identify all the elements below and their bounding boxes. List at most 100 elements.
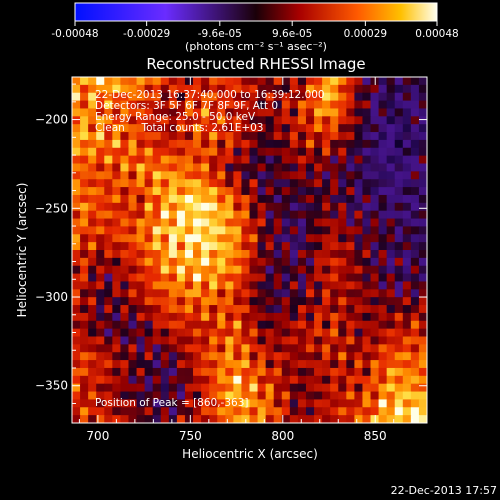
- heatmap-cell: [249, 336, 259, 345]
- heatmap-cell: [120, 171, 130, 180]
- heatmap-cell: [297, 77, 307, 86]
- heatmap-cell: [120, 77, 130, 86]
- heatmap-cell: [305, 399, 315, 408]
- heatmap-cell: [265, 100, 275, 110]
- heatmap-cell: [201, 218, 210, 228]
- heatmap-cell: [314, 163, 323, 172]
- heatmap-cell: [305, 194, 315, 204]
- heatmap-cell: [193, 210, 202, 220]
- heatmap-cell: [233, 77, 243, 86]
- heatmap-cell: [273, 108, 283, 117]
- heatmap-cell: [96, 179, 105, 188]
- heatmap-cell: [257, 108, 267, 117]
- heatmap-cell: [257, 375, 267, 385]
- x-tick-label: 800: [271, 429, 294, 443]
- heatmap-cell: [209, 132, 218, 141]
- heatmap-cell: [136, 100, 146, 110]
- heatmap-cell: [410, 147, 420, 157]
- heatmap-cell: [257, 265, 267, 275]
- heatmap-cell: [314, 234, 323, 243]
- heatmap-cell: [378, 281, 388, 290]
- heatmap-cell: [354, 391, 364, 401]
- heatmap-cell: [168, 312, 178, 322]
- heatmap-cell: [289, 132, 299, 141]
- heatmap-cell: [80, 84, 89, 94]
- heatmap-cell: [136, 226, 146, 235]
- heatmap-cell: [104, 344, 113, 353]
- heatmap-cell: [257, 155, 267, 165]
- heatmap-cell: [233, 273, 243, 283]
- heatmap-cell: [168, 163, 178, 172]
- heatmap-cell: [394, 265, 404, 275]
- heatmap-cell: [72, 163, 81, 172]
- heatmap-cell: [249, 328, 259, 338]
- heatmap-cell: [168, 289, 178, 298]
- colorbar-tick-label: -9.6e-05: [198, 28, 242, 40]
- heatmap-cell: [144, 375, 154, 385]
- heatmap-cell: [273, 407, 283, 416]
- heatmap-cell: [72, 265, 81, 275]
- heatmap-cell: [265, 328, 275, 338]
- heatmap-cell: [273, 163, 283, 172]
- heatmap-cell: [184, 360, 194, 369]
- heatmap-cell: [209, 297, 218, 306]
- heatmap-cell: [241, 391, 251, 401]
- heatmap-cell: [241, 407, 251, 416]
- heatmap-cell: [144, 194, 154, 204]
- heatmap-cell: [209, 218, 218, 228]
- heatmap-cell: [418, 100, 427, 110]
- heatmap-cell: [72, 77, 81, 86]
- heatmap-cell: [297, 108, 307, 117]
- heatmap-cell: [233, 383, 243, 393]
- heatmap-cell: [394, 250, 404, 259]
- heatmap-cell: [104, 415, 113, 423]
- heatmap-cell: [160, 344, 170, 353]
- heatmap-cell: [201, 84, 210, 94]
- heatmap-cell: [168, 108, 178, 117]
- annotation-detectors: Detectors: 3F 5F 6F 7F 8F 9F, Att 0: [95, 100, 278, 112]
- heatmap-cell: [354, 218, 364, 228]
- heatmap-cell: [386, 250, 396, 259]
- heatmap-cell: [72, 391, 81, 401]
- heatmap-cell: [330, 116, 339, 125]
- heatmap-cell: [176, 77, 186, 86]
- heatmap-cell: [88, 139, 97, 149]
- heatmap-cell: [96, 399, 105, 408]
- heatmap-cell: [88, 179, 97, 188]
- heatmap-cell: [88, 328, 97, 338]
- heatmap-cell: [273, 226, 283, 235]
- heatmap-cell: [225, 328, 234, 338]
- heatmap-cell: [112, 375, 122, 385]
- heatmap-cell: [96, 155, 105, 165]
- heatmap-cell: [80, 147, 89, 157]
- heatmap-cell: [314, 108, 323, 117]
- heatmap-cell: [257, 179, 267, 188]
- heatmap-cell: [241, 375, 251, 385]
- heatmap-cell: [209, 289, 218, 298]
- heatmap-cell: [410, 132, 420, 141]
- heatmap-cell: [314, 92, 323, 102]
- y-tick-label: −200: [35, 113, 68, 127]
- heatmap-cell: [128, 289, 138, 298]
- heatmap-cell: [112, 77, 122, 86]
- heatmap-cell: [112, 116, 122, 125]
- heatmap-cell: [394, 108, 404, 117]
- heatmap-cell: [217, 194, 226, 204]
- y-tick-label: −300: [35, 290, 68, 304]
- heatmap-cell: [402, 234, 412, 243]
- heatmap-cell: [201, 187, 210, 196]
- heatmap-cell: [346, 139, 355, 149]
- heatmap-cell: [160, 289, 170, 298]
- heatmap-cell: [217, 234, 226, 243]
- heatmap-cell: [362, 352, 372, 361]
- heatmap-cell: [80, 320, 89, 330]
- heatmap-cell: [201, 281, 210, 290]
- heatmap-cell: [225, 391, 234, 401]
- heatmap-cell: [354, 77, 364, 86]
- heatmap-cell: [314, 77, 323, 86]
- heatmap-cell: [249, 375, 259, 385]
- heatmap-cell: [152, 100, 162, 110]
- heatmap-cell: [160, 391, 170, 401]
- heatmap-cell: [184, 336, 194, 345]
- heatmap-cell: [120, 163, 130, 172]
